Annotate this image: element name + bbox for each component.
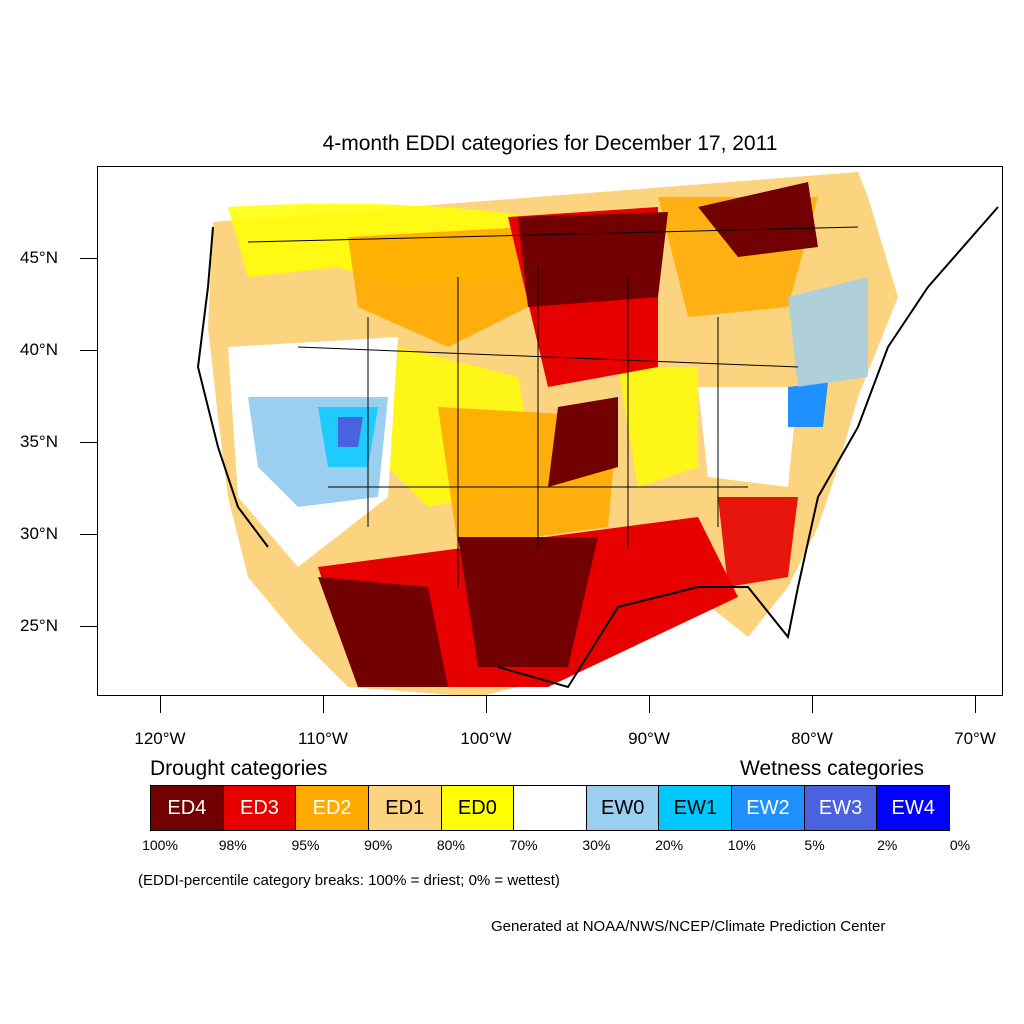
region-ed4-texas	[318, 577, 448, 687]
lat-label-40n: 40°N	[20, 340, 58, 359]
percentile-label: 70%	[509, 837, 538, 853]
lon-tick	[812, 696, 813, 713]
lon-label-100w: 100°W	[460, 729, 512, 748]
coastlines	[196, 206, 999, 689]
chart-title: 4-month EDDI categories for December 17,…	[322, 132, 778, 155]
region-ew2-east	[788, 382, 828, 427]
map-canvas	[196, 172, 999, 695]
legend-box-ed1: ED1	[368, 786, 442, 830]
percentile-label: 98%	[218, 837, 247, 853]
legend-box-ew4: EW4	[877, 786, 950, 830]
lat-label-30n: 30°N	[20, 524, 58, 543]
lon-tick	[649, 696, 650, 713]
legend-box-ed3: ED3	[223, 786, 297, 830]
percentile-label: 20%	[655, 837, 684, 853]
lon-tick	[323, 696, 324, 713]
percentile-label: 80%	[436, 837, 465, 853]
legend-box-normal	[514, 786, 587, 830]
eddi-map	[97, 166, 1003, 696]
boundary-lines	[247, 226, 859, 587]
lat-label-45n: 45°N	[20, 248, 58, 267]
lon-label-110w: 110°W	[298, 729, 348, 748]
percentile-label: 0%	[949, 837, 971, 853]
lon-tick	[486, 696, 487, 713]
lon-tick	[160, 696, 161, 713]
region-ed4-central	[548, 397, 618, 487]
lat-label-35n: 35°N	[20, 432, 58, 451]
region-ed4-north	[518, 212, 668, 307]
lon-label-120w: 120°W	[134, 729, 186, 748]
lat-label-25n: 25°N	[20, 616, 58, 635]
lon-label-80w: 80°W	[791, 729, 833, 748]
legend-box-ew2: EW2	[732, 786, 805, 830]
lat-tick	[80, 534, 97, 535]
legend-box-ed0: ED0	[441, 786, 515, 830]
legend-box-ed4: ED4	[151, 786, 224, 830]
lon-tick	[975, 696, 976, 713]
legend-box-ew1: EW1	[659, 786, 733, 830]
lon-label-70w: 70°W	[954, 729, 996, 748]
percentile-label: 90%	[364, 837, 393, 853]
category-note: (EDDI-percentile category breaks: 100% =…	[138, 872, 560, 889]
region-ed4-gulf	[458, 537, 598, 667]
credit-line: Generated at NOAA/NWS/NCEP/Climate Predi…	[491, 918, 886, 935]
region-ed0-midwest	[618, 367, 698, 487]
region-ew3-west	[338, 417, 363, 447]
lat-tick	[80, 442, 97, 443]
region-ew0-northeast	[788, 277, 868, 387]
lat-tick	[80, 626, 97, 627]
region-ed2-north	[348, 227, 528, 347]
legend-box-ew3: EW3	[804, 786, 878, 830]
percentile-label: 30%	[582, 837, 611, 853]
lat-tick	[80, 258, 97, 259]
region-ed3-se	[718, 497, 798, 587]
legend-box-ed2: ED2	[296, 786, 369, 830]
category-legend: ED4 ED3 ED2 ED1 ED0 EW0 EW1 EW2 EW3 EW4	[150, 785, 950, 831]
lon-label-90w: 90°W	[628, 729, 670, 748]
legend-box-ew0: EW0	[586, 786, 660, 830]
percentile-label: 100%	[142, 837, 178, 853]
drought-categories-heading: Drought categories	[150, 757, 328, 780]
lat-tick	[80, 350, 97, 351]
percentile-label: 95%	[291, 837, 320, 853]
wetness-categories-heading: Wetness categories	[740, 757, 925, 780]
region-ed4-east	[698, 182, 818, 257]
region-normal-east	[698, 387, 798, 487]
percentile-label: 5%	[804, 837, 825, 853]
percentile-label: 10%	[727, 837, 756, 853]
percentile-label: 2%	[877, 837, 898, 853]
